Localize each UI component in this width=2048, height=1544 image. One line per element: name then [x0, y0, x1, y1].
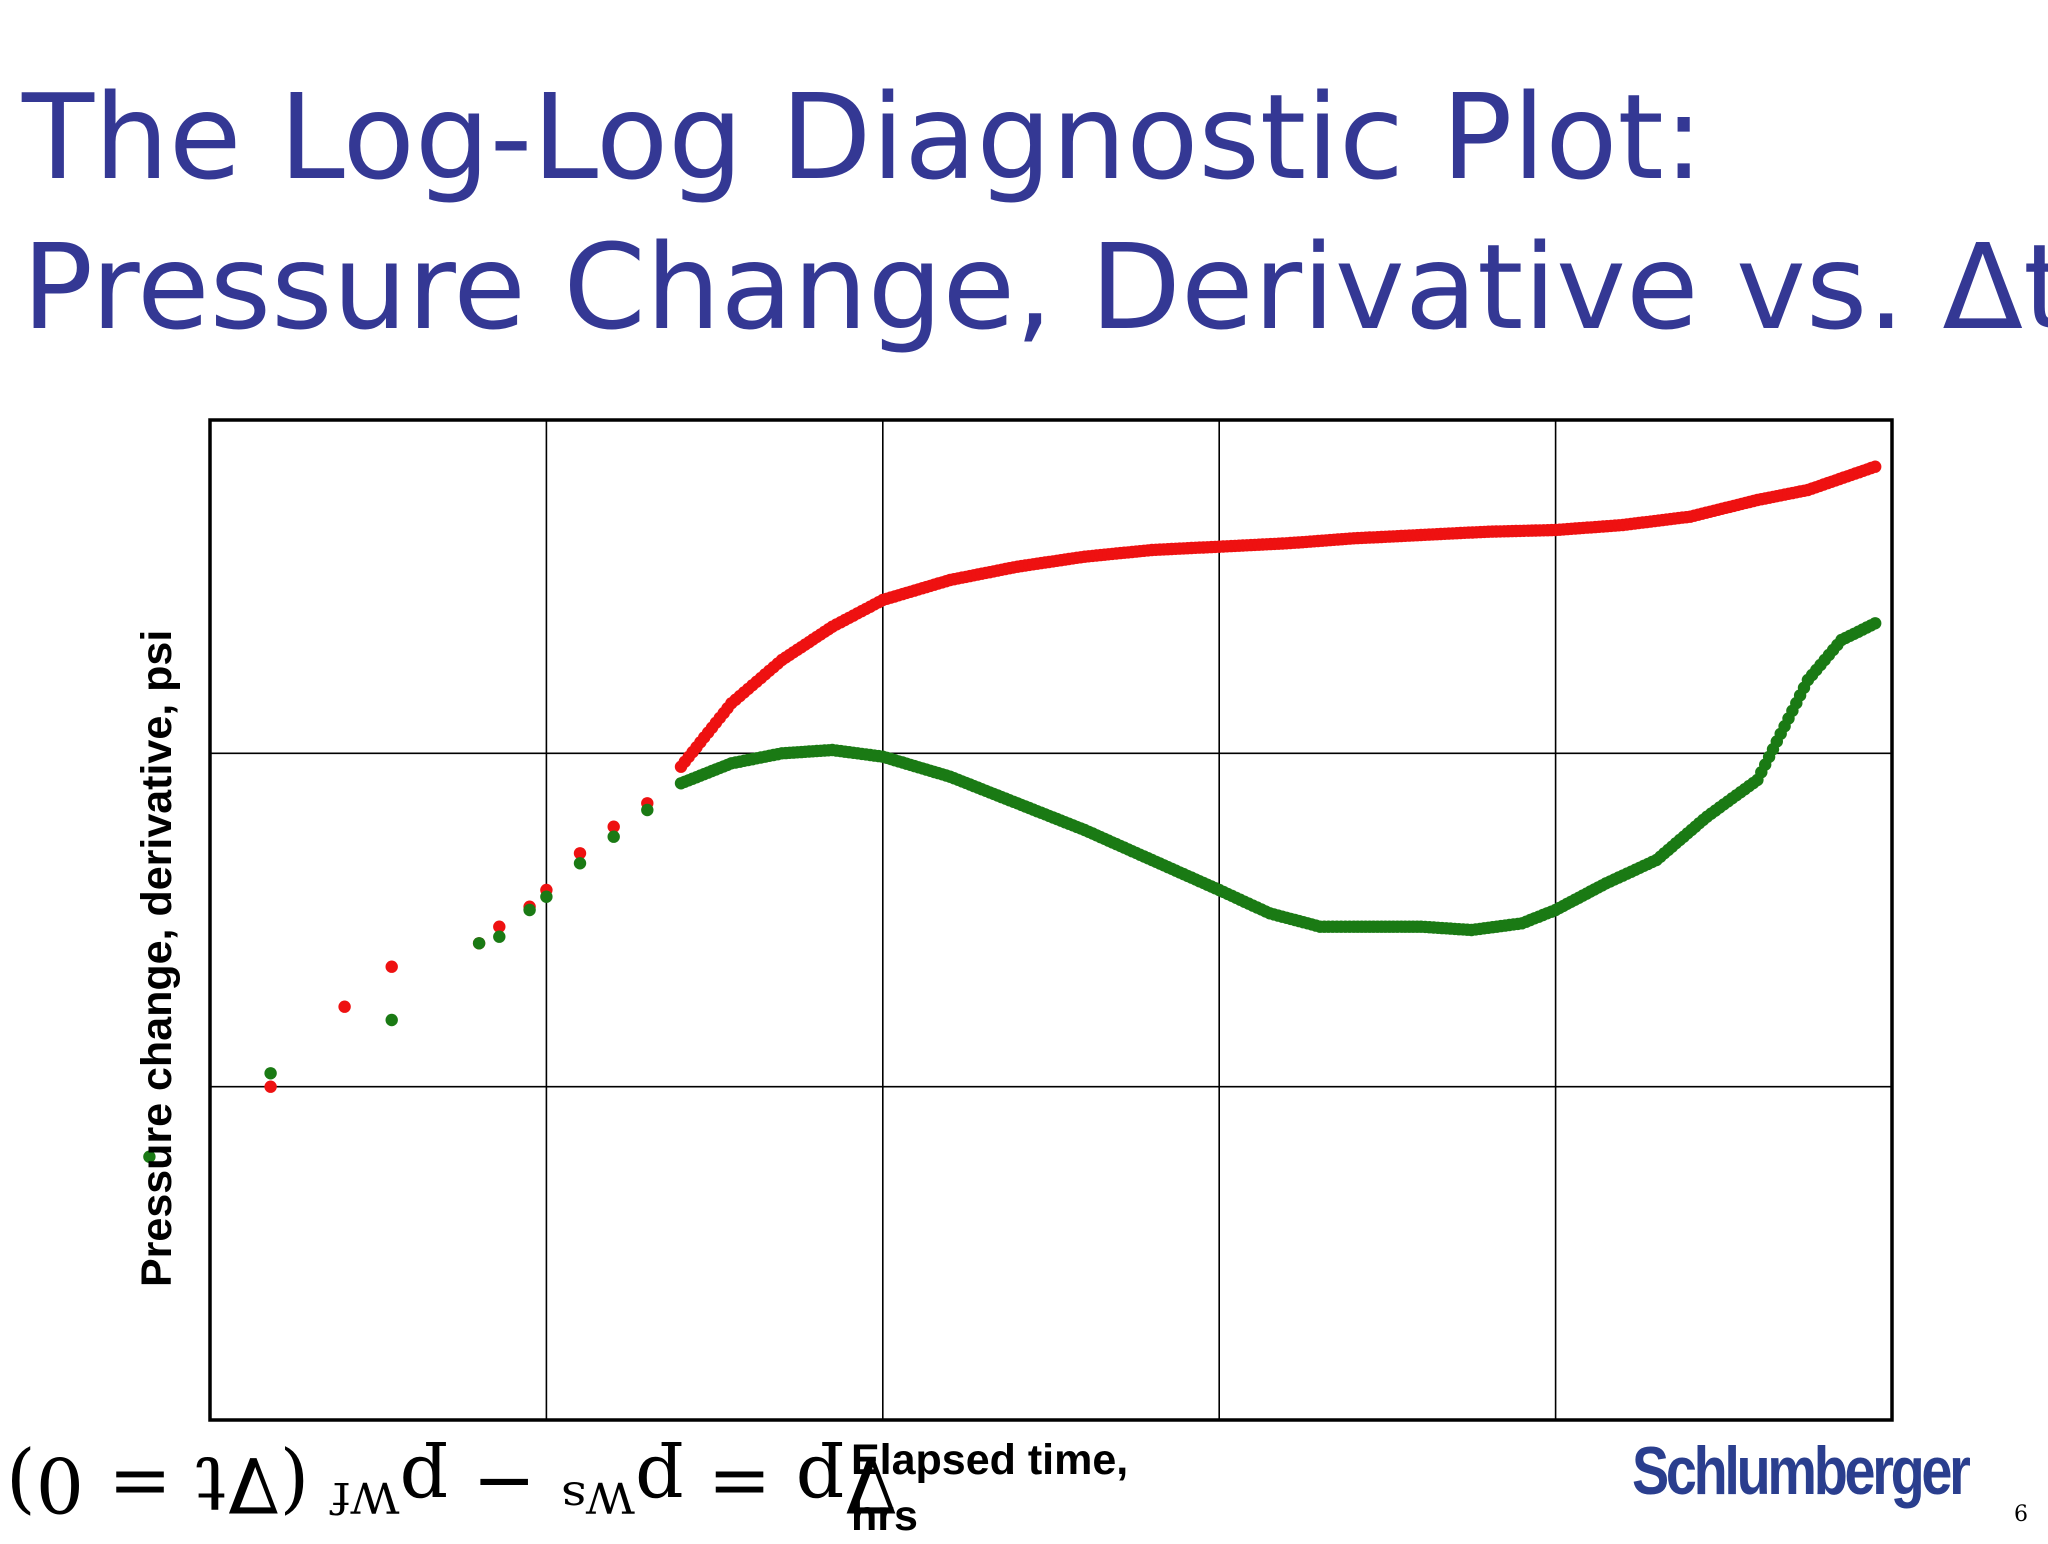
derivative-point	[523, 903, 536, 917]
derivative-point	[641, 803, 654, 817]
chart-grid	[208, 418, 1894, 1422]
pressure-point	[385, 960, 398, 973]
derivative-point	[607, 830, 620, 843]
slide-title-line-1: The Log-Log Diagnostic Plot:	[22, 68, 1704, 206]
page-number: 6	[2014, 1502, 2028, 1527]
y-axis-label: Pressure change, derivative, psi	[133, 629, 181, 1287]
pressure-point	[1869, 460, 1882, 473]
derivative-point	[264, 1067, 277, 1080]
pressure-point	[493, 920, 506, 933]
slide-title: The Log-Log Diagnostic Plot: Pressure Ch…	[22, 62, 2048, 362]
chart-series	[143, 460, 1882, 1163]
pressure-change-equation: ∇p = pᵂˢ − pᵂᶠ (∇t = 0)	[6, 1440, 898, 1529]
derivative-point	[385, 1013, 398, 1027]
derivative-point	[472, 937, 486, 950]
pressure-point	[264, 1080, 277, 1093]
pressure-derivative-series	[143, 617, 1882, 1163]
pressure-point	[573, 847, 587, 860]
pressure-change-series	[264, 460, 1882, 1093]
plot-frame	[208, 418, 1894, 1422]
pressure-point	[607, 820, 620, 833]
derivative-point	[493, 930, 506, 943]
pressure-point	[338, 1000, 351, 1013]
derivative-point	[1869, 617, 1882, 630]
derivative-point	[540, 890, 553, 903]
derivative-point	[143, 1150, 156, 1163]
x-axis-label: Elapsed time, hrs	[851, 1436, 1129, 1540]
derivative-point	[573, 857, 587, 870]
slide-title-line-2: Pressure Change, Derivative vs. Δt	[22, 218, 2048, 356]
schlumberger-logo: Schlumberger	[1632, 1433, 1971, 1509]
